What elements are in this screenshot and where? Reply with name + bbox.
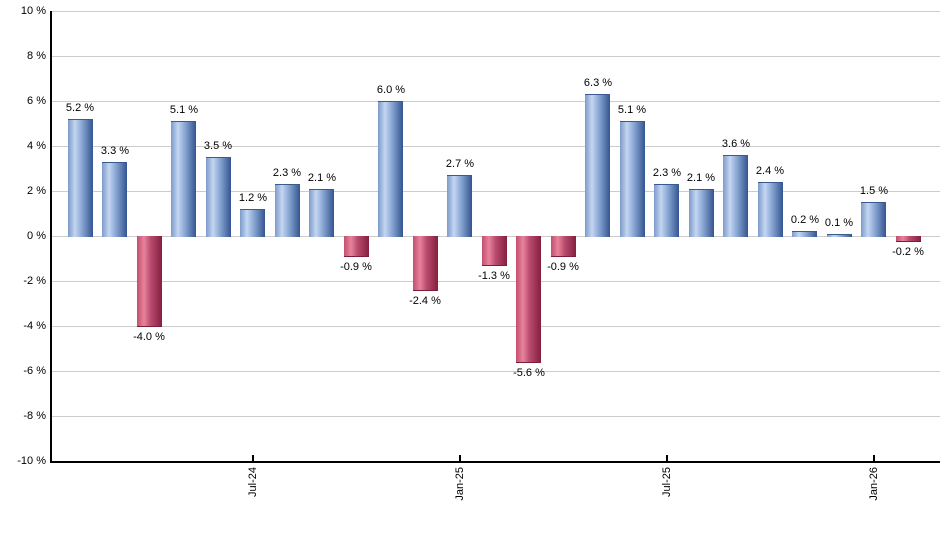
bar-23[interactable] [827, 234, 852, 237]
bar-value-label: 5.2 % [65, 102, 95, 114]
bar-10[interactable] [378, 101, 403, 237]
x-axis-tick [873, 455, 875, 461]
gridline [51, 326, 940, 327]
gridline [51, 101, 940, 102]
bar-7[interactable] [275, 184, 300, 237]
bar-20[interactable] [723, 155, 748, 237]
bar-18[interactable] [654, 184, 679, 237]
x-axis-label: Jul-24 [247, 467, 259, 497]
bar-9[interactable] [344, 236, 369, 257]
gridline [51, 191, 940, 192]
bar-value-label: -2.4 % [409, 295, 441, 307]
bar-value-label: 1.5 % [859, 185, 889, 197]
y-axis-label: 4 % [27, 140, 46, 152]
bar-value-label: 0.2 % [790, 214, 820, 226]
bar-24[interactable] [861, 202, 886, 237]
gridline [51, 146, 940, 147]
bar-8[interactable] [309, 189, 334, 237]
bar-5[interactable] [206, 157, 231, 237]
y-axis-label: -6 % [23, 365, 46, 377]
bar-value-label: -1.3 % [478, 270, 510, 282]
bar-19[interactable] [689, 189, 714, 237]
gridline [51, 281, 940, 282]
bar-value-label: 3.3 % [100, 145, 130, 157]
gridline [51, 416, 940, 417]
x-axis-tick [666, 455, 668, 461]
bar-value-label: 3.6 % [721, 138, 751, 150]
bar-21[interactable] [758, 182, 783, 237]
bar-value-label: 2.3 % [272, 167, 302, 179]
bar-value-label: 0.1 % [824, 217, 854, 229]
bar-15[interactable] [551, 236, 576, 257]
bar-value-label: -4.0 % [133, 331, 165, 343]
bar-value-label: -5.6 % [513, 367, 545, 379]
bar-value-label: 2.7 % [445, 158, 475, 170]
y-axis-label: -8 % [23, 410, 46, 422]
x-axis-label: Jan-26 [868, 467, 880, 501]
bar-14[interactable] [516, 236, 541, 363]
bar-value-label: -0.9 % [547, 261, 579, 273]
gridline [51, 371, 940, 372]
bar-value-label: 5.1 % [617, 104, 647, 116]
bar-1[interactable] [68, 119, 93, 237]
y-axis-label: 8 % [27, 50, 46, 62]
bar-13[interactable] [482, 236, 507, 266]
gridline [51, 11, 940, 12]
bar-3[interactable] [137, 236, 162, 327]
bar-value-label: 2.1 % [307, 172, 337, 184]
y-axis-label: -10 % [17, 455, 46, 467]
bar-12[interactable] [447, 175, 472, 237]
bar-16[interactable] [585, 94, 610, 237]
x-axis-label: Jan-25 [454, 467, 466, 501]
bar-6[interactable] [240, 209, 265, 237]
bar-value-label: 2.1 % [686, 172, 716, 184]
y-axis-label: -4 % [23, 320, 46, 332]
bar-value-label: -0.2 % [892, 246, 924, 258]
bar-2[interactable] [102, 162, 127, 237]
gridline [51, 56, 940, 57]
bar-4[interactable] [171, 121, 196, 237]
bar-value-label: 6.0 % [376, 84, 406, 96]
bar-11[interactable] [413, 236, 438, 291]
bar-value-label: 5.1 % [169, 104, 199, 116]
bar-value-label: -0.9 % [340, 261, 372, 273]
bar-17[interactable] [620, 121, 645, 237]
bar-25[interactable] [896, 236, 921, 242]
bar-22[interactable] [792, 231, 817, 237]
bar-value-label: 1.2 % [238, 192, 268, 204]
y-axis-label: 10 % [20, 5, 46, 17]
bar-value-label: 3.5 % [203, 140, 233, 152]
x-axis-label: Jul-25 [661, 467, 673, 497]
x-axis-tick [252, 455, 254, 461]
bar-value-label: 2.3 % [652, 167, 682, 179]
y-axis-label: 0 % [27, 230, 46, 242]
bar-value-label: 2.4 % [755, 165, 785, 177]
y-axis-line [50, 11, 52, 463]
bar-value-label: 6.3 % [583, 77, 613, 89]
y-axis-label: 6 % [27, 95, 46, 107]
x-axis-line [50, 461, 940, 463]
y-axis-label: 2 % [27, 185, 46, 197]
x-axis-tick [459, 455, 461, 461]
y-axis-label: -2 % [23, 275, 46, 287]
